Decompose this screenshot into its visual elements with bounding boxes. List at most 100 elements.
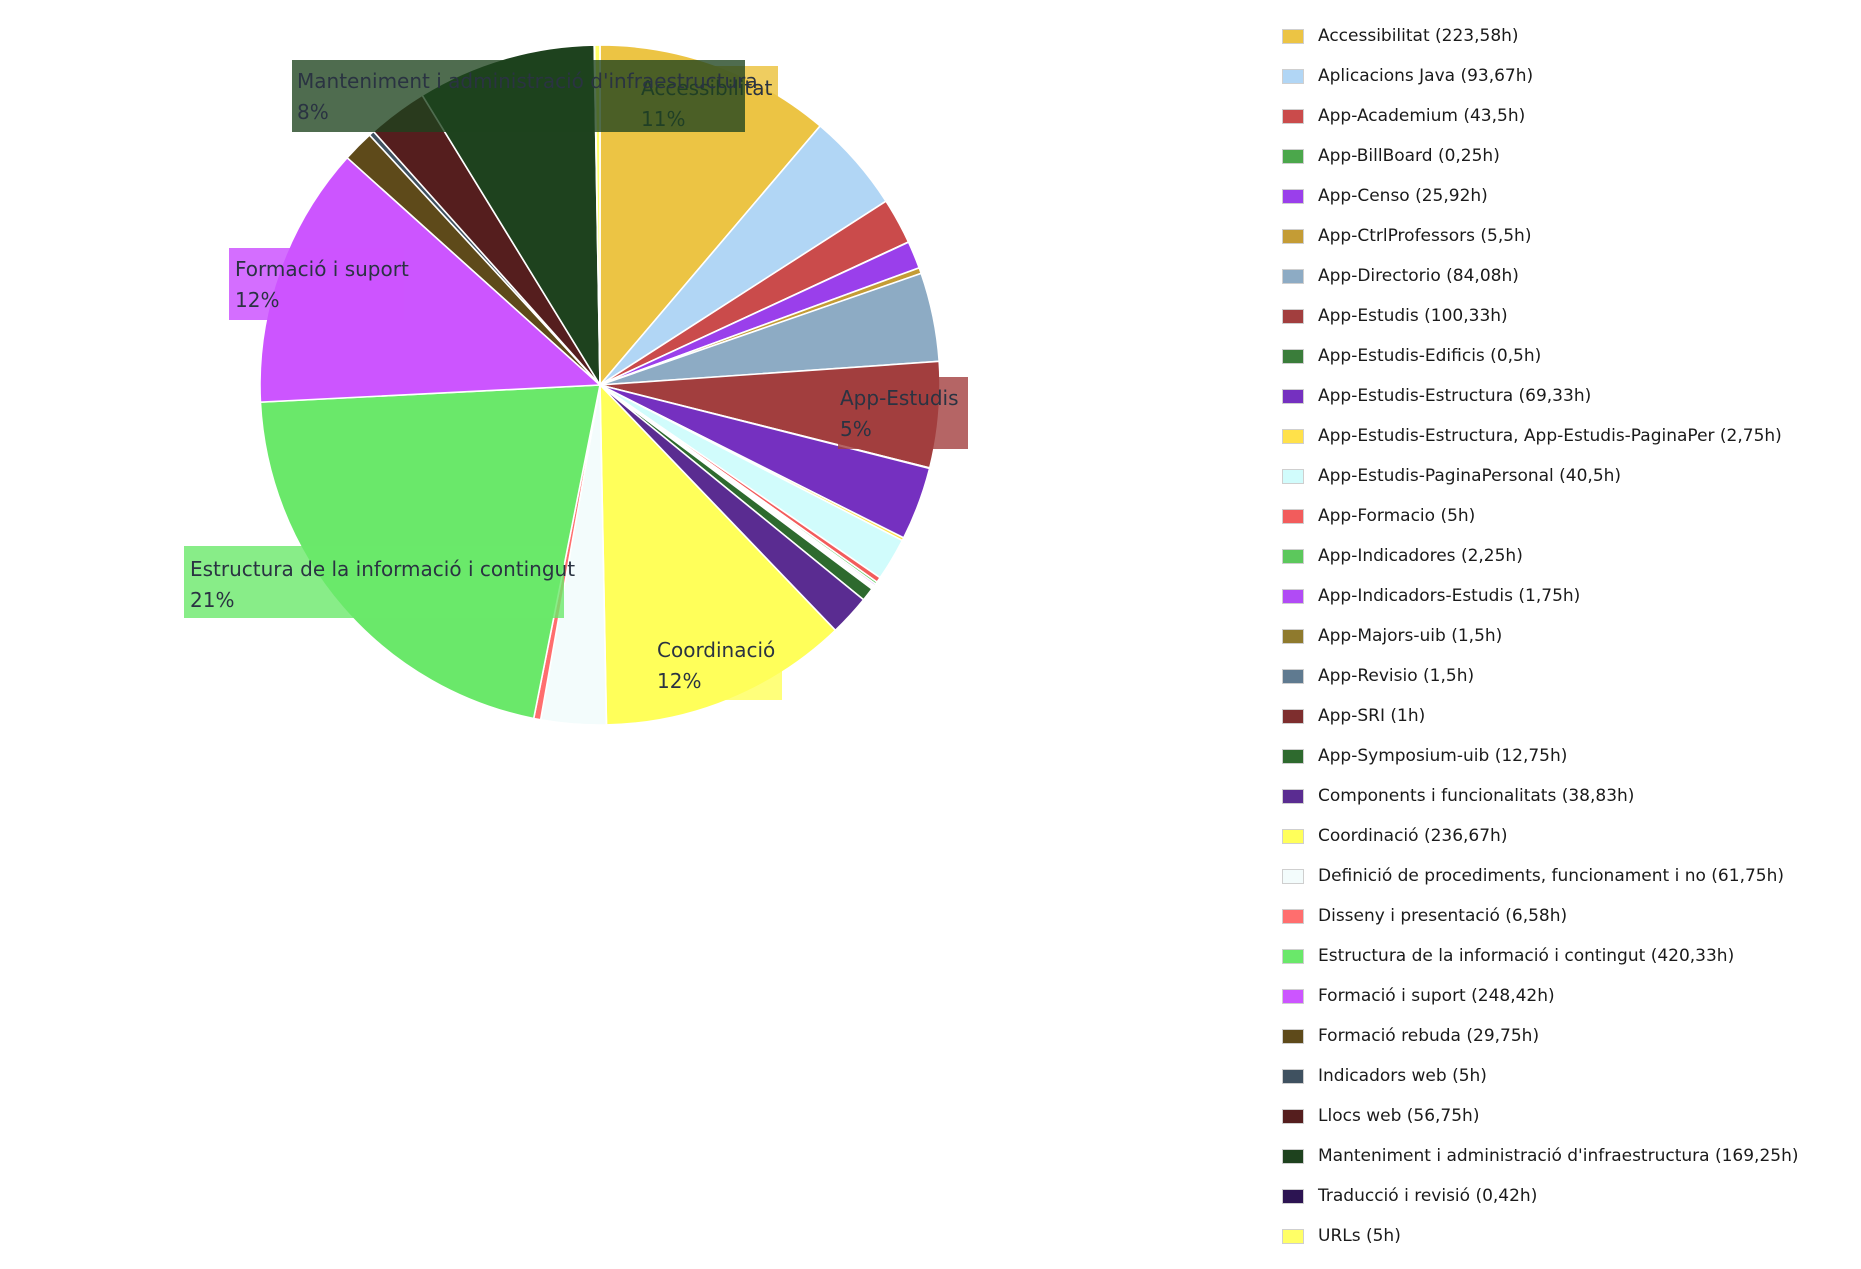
legend-item-app-estudis-estructura[interactable]: App-Estudis-Estructura (69,33h)	[1282, 376, 1852, 416]
legend-label: Definició de procediments, funcionament …	[1318, 866, 1785, 886]
legend-label: Coordinació (236,67h)	[1318, 826, 1508, 846]
legend-label: App-Majors-uib (1,5h)	[1318, 626, 1503, 646]
legend-swatch	[1282, 668, 1304, 684]
legend-swatch	[1282, 228, 1304, 244]
legend-swatch	[1282, 428, 1304, 444]
legend-item-disseny-i-presentacio[interactable]: Disseny i presentació (6,58h)	[1282, 896, 1852, 936]
legend-swatch	[1282, 908, 1304, 924]
legend-swatch	[1282, 588, 1304, 604]
legend-swatch	[1282, 1108, 1304, 1124]
slice-label-background	[838, 377, 968, 449]
legend-item-app-indicadors-estudis[interactable]: App-Indicadors-Estudis (1,75h)	[1282, 576, 1852, 616]
legend-item-app-estudis-edificis[interactable]: App-Estudis-Edificis (0,5h)	[1282, 336, 1852, 376]
legend-label: App-SRI (1h)	[1318, 706, 1426, 726]
legend-item-formacio-rebuda[interactable]: Formació rebuda (29,75h)	[1282, 1016, 1852, 1056]
legend-label: App-Estudis-Estructura, App-Estudis-Pagi…	[1318, 426, 1782, 446]
legend-label: Indicadors web (5h)	[1318, 1066, 1487, 1086]
legend-item-urls[interactable]: URLs (5h)	[1282, 1216, 1852, 1256]
slice-label-app-estudis: App-Estudis 5%	[838, 377, 968, 449]
legend-label: App-Indicadors-Estudis (1,75h)	[1318, 586, 1581, 606]
legend-item-app-estudis-estructura-app-estudis-paginaper[interactable]: App-Estudis-Estructura, App-Estudis-Pagi…	[1282, 416, 1852, 456]
legend-item-coordinacio[interactable]: Coordinació (236,67h)	[1282, 816, 1852, 856]
legend: Accessibilitat (223,58h) Aplicacions Java…	[1282, 16, 1852, 1256]
slice-label-percent: 12%	[235, 288, 279, 312]
pie-labels: Accessibilitat11%App-Estudis5%Coordinaci…	[184, 60, 968, 700]
slice-label-background	[229, 248, 404, 320]
legend-swatch	[1282, 348, 1304, 364]
legend-label: App-Estudis (100,33h)	[1318, 306, 1508, 326]
legend-label: App-Symposium-uib (12,75h)	[1318, 746, 1568, 766]
legend-swatch	[1282, 1068, 1304, 1084]
legend-label: Disseny i presentació (6,58h)	[1318, 906, 1568, 926]
legend-label: Formació i suport (248,42h)	[1318, 986, 1555, 1006]
legend-item-app-indicadores[interactable]: App-Indicadores (2,25h)	[1282, 536, 1852, 576]
legend-item-accessibilitat[interactable]: Accessibilitat (223,58h)	[1282, 16, 1852, 56]
legend-swatch	[1282, 1188, 1304, 1204]
legend-item-definicio-de-procediments-funcionament-i-no[interactable]: Definició de procediments, funcionament …	[1282, 856, 1852, 896]
slice-label-estructura-de-la-informacio-i-contingut: Estructura de la informació i contingut 2…	[184, 546, 575, 618]
legend-label: App-Directorio (84,08h)	[1318, 266, 1519, 286]
legend-swatch	[1282, 1148, 1304, 1164]
legend-item-formacio-i-suport[interactable]: Formació i suport (248,42h)	[1282, 976, 1852, 1016]
legend-swatch	[1282, 828, 1304, 844]
legend-item-estructura-de-la-informacio-i-contingut[interactable]: Estructura de la informació i contingut …	[1282, 936, 1852, 976]
legend-item-app-revisio[interactable]: App-Revisio (1,5h)	[1282, 656, 1852, 696]
legend-item-llocs-web[interactable]: Llocs web (56,75h)	[1282, 1096, 1852, 1136]
legend-swatch	[1282, 268, 1304, 284]
legend-label: App-Estudis-Edificis (0,5h)	[1318, 346, 1542, 366]
legend-label: URLs (5h)	[1318, 1226, 1401, 1246]
legend-label: Manteniment i administració d'infraestru…	[1318, 1146, 1799, 1166]
legend-swatch	[1282, 508, 1304, 524]
slice-label-percent: 5%	[840, 417, 872, 441]
legend-swatch	[1282, 988, 1304, 1004]
legend-item-app-formacio[interactable]: App-Formacio (5h)	[1282, 496, 1852, 536]
legend-swatch	[1282, 948, 1304, 964]
legend-label: Traducció i revisió (0,42h)	[1318, 1186, 1538, 1206]
legend-item-aplicacions-java[interactable]: Aplicacions Java (93,67h)	[1282, 56, 1852, 96]
legend-label: Estructura de la informació i contingut …	[1318, 946, 1735, 966]
legend-swatch	[1282, 868, 1304, 884]
legend-swatch	[1282, 708, 1304, 724]
legend-swatch	[1282, 628, 1304, 644]
slice-label-name: Formació i suport	[235, 257, 409, 281]
legend-swatch	[1282, 388, 1304, 404]
legend-item-app-estudis[interactable]: App-Estudis (100,33h)	[1282, 296, 1852, 336]
legend-item-app-billboard[interactable]: App-BillBoard (0,25h)	[1282, 136, 1852, 176]
legend-label: Components i funcionalitats (38,83h)	[1318, 786, 1635, 806]
legend-swatch	[1282, 108, 1304, 124]
legend-item-app-estudis-paginapersonal[interactable]: App-Estudis-PaginaPersonal (40,5h)	[1282, 456, 1852, 496]
slice-label-name: App-Estudis	[840, 386, 959, 410]
pie-slices	[259, 44, 941, 726]
legend-swatch	[1282, 1228, 1304, 1244]
legend-label: App-Formacio (5h)	[1318, 506, 1476, 526]
legend-swatch	[1282, 308, 1304, 324]
slice-label-formacio-i-suport: Formació i suport 12%	[229, 248, 409, 320]
legend-label: App-Censo (25,92h)	[1318, 186, 1488, 206]
legend-item-app-ctrlprofessors[interactable]: App-CtrlProfessors (5,5h)	[1282, 216, 1852, 256]
legend-label: App-BillBoard (0,25h)	[1318, 146, 1500, 166]
legend-item-components-i-funcionalitats[interactable]: Components i funcionalitats (38,83h)	[1282, 776, 1852, 816]
slice-label-name: Coordinació	[657, 638, 775, 662]
slice-label-background	[292, 60, 745, 132]
legend-item-app-majors-uib[interactable]: App-Majors-uib (1,5h)	[1282, 616, 1852, 656]
slice-label-background	[650, 628, 782, 700]
legend-label: Accessibilitat (223,58h)	[1318, 26, 1519, 46]
legend-item-app-censo[interactable]: App-Censo (25,92h)	[1282, 176, 1852, 216]
slice-label-percent: 21%	[190, 588, 234, 612]
slice-label-name: Manteniment i administració d'infraestru…	[297, 69, 758, 93]
legend-item-app-directorio[interactable]: App-Directorio (84,08h)	[1282, 256, 1852, 296]
slice-label-percent: 12%	[657, 669, 701, 693]
legend-label: App-Academium (43,5h)	[1318, 106, 1526, 126]
slice-label-coordinacio: Coordinació 12%	[650, 628, 782, 700]
legend-item-app-symposium-uib[interactable]: App-Symposium-uib (12,75h)	[1282, 736, 1852, 776]
slice-label-name: Estructura de la informació i contingut	[190, 557, 575, 581]
legend-item-indicadors-web[interactable]: Indicadors web (5h)	[1282, 1056, 1852, 1096]
legend-label: Formació rebuda (29,75h)	[1318, 1026, 1540, 1046]
legend-item-app-sri[interactable]: App-SRI (1h)	[1282, 696, 1852, 736]
legend-label: App-Indicadores (2,25h)	[1318, 546, 1523, 566]
legend-swatch	[1282, 548, 1304, 564]
legend-item-app-academium[interactable]: App-Academium (43,5h)	[1282, 96, 1852, 136]
legend-item-traduccio-i-revisio[interactable]: Traducció i revisió (0,42h)	[1282, 1176, 1852, 1216]
legend-item-manteniment-i-administracio-d-infraestructura[interactable]: Manteniment i administració d'infraestru…	[1282, 1136, 1852, 1176]
